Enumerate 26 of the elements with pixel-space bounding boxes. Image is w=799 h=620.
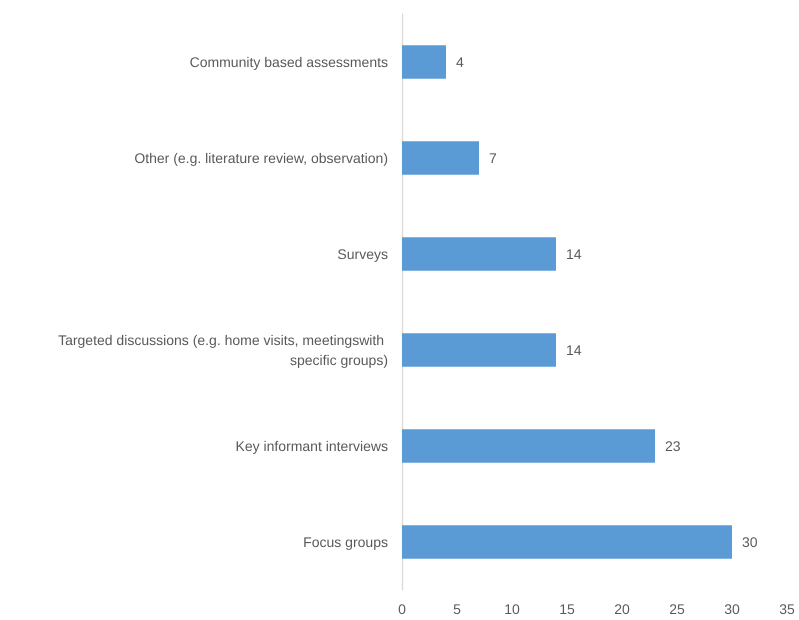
x-tick-label: 30 — [724, 601, 740, 617]
data-label: 14 — [566, 342, 582, 358]
data-label: 7 — [489, 150, 497, 166]
bar — [402, 525, 732, 559]
bar — [402, 141, 479, 175]
x-tick-label: 10 — [504, 601, 520, 617]
y-tick-label: Surveys — [337, 246, 388, 262]
y-tick-label: Focus groups — [303, 534, 388, 550]
bar — [402, 429, 655, 463]
y-tick-label: Key informant interviews — [235, 438, 388, 454]
x-tick-label: 20 — [614, 601, 630, 617]
y-tick-label: Community based assessments — [190, 54, 388, 70]
bar — [402, 333, 556, 367]
x-tick-label: 0 — [398, 601, 406, 617]
data-label: 23 — [665, 438, 681, 454]
data-label: 14 — [566, 246, 582, 262]
data-label: 30 — [742, 534, 758, 550]
y-tick-label: Targeted discussions (e.g. home visits, meetingswith specific groups) — [58, 332, 388, 368]
y-tick-label: Other (e.g. literature review, observation) — [134, 150, 388, 166]
data-label: 4 — [456, 54, 464, 70]
x-tick-label: 25 — [669, 601, 685, 617]
bar — [402, 237, 556, 271]
x-tick-label: 5 — [453, 601, 462, 617]
bar — [402, 45, 446, 79]
x-tick-label: 15 — [559, 601, 575, 617]
x-tick-label: 35 — [779, 601, 795, 617]
